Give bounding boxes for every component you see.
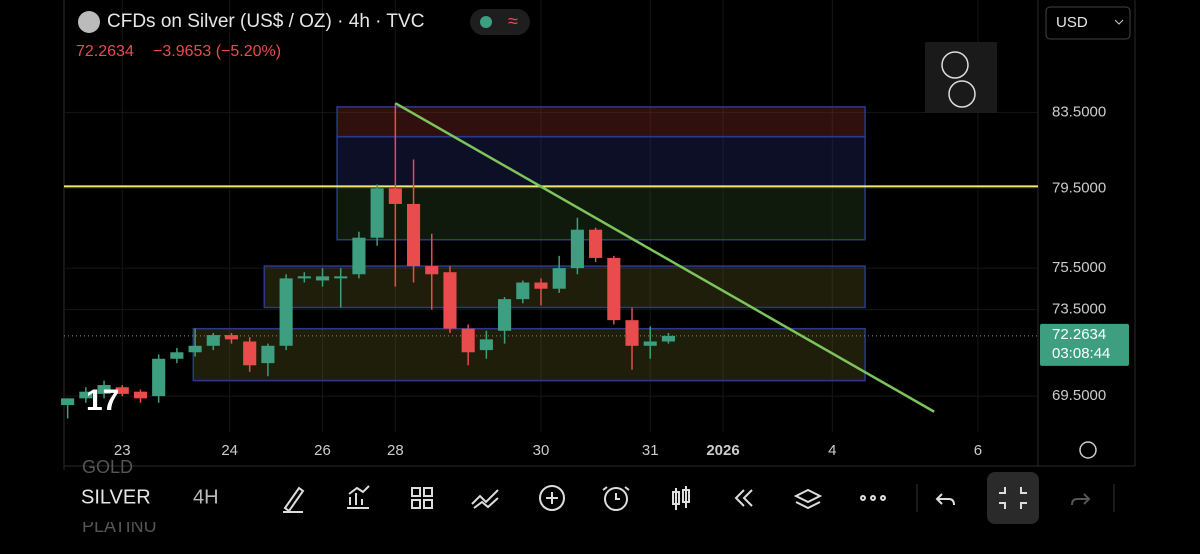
currency-select[interactable] — [1045, 6, 1131, 40]
price-zone — [192, 327, 866, 382]
symbol-icon — [78, 11, 100, 33]
layers-icon[interactable] — [793, 488, 823, 510]
toolbar-icons — [283, 485, 955, 513]
logo-swirl — [941, 51, 969, 79]
layout-icon[interactable] — [411, 487, 433, 509]
more-icon[interactable] — [860, 495, 866, 501]
plot — [61, 0, 1038, 432]
status-pill[interactable] — [470, 9, 530, 35]
logo-circle — [948, 80, 976, 108]
candle-body — [425, 266, 439, 275]
candle-body — [133, 391, 148, 399]
candle-body — [534, 282, 548, 289]
compare-icon[interactable] — [471, 489, 499, 509]
candle-body — [552, 268, 566, 289]
y-tick-label: 75.5000 — [1052, 259, 1106, 276]
candle-body — [188, 345, 202, 353]
x-tick-label: 31 — [642, 442, 659, 459]
candle-body — [97, 385, 111, 394]
candle-body — [261, 345, 275, 364]
candle-body — [243, 341, 257, 366]
last-price-badge — [1040, 323, 1129, 366]
candle-body — [443, 272, 457, 329]
fullscreen-button[interactable] — [987, 472, 1039, 524]
last-price: 72.2634 — [76, 43, 134, 60]
candle-body — [625, 320, 639, 346]
collapse-icon — [999, 487, 1027, 509]
delay-icon: ≈ — [508, 11, 518, 31]
x-tick-label: 2026 — [706, 442, 739, 459]
candle-body — [643, 341, 657, 346]
chart-type-icon[interactable] — [672, 486, 690, 510]
alert-icon[interactable] — [604, 487, 628, 511]
toolbar — [64, 476, 1135, 522]
candle-body — [406, 203, 421, 267]
dropdown-arrow — [1114, 19, 1124, 25]
x-tick-label: 30 — [533, 442, 550, 459]
tv-watermark: 17 — [86, 384, 119, 417]
candle-body — [479, 339, 493, 351]
candle-body — [607, 257, 621, 321]
candle-body — [170, 352, 184, 359]
currency-label: USD — [1056, 14, 1088, 31]
candle-body — [115, 387, 129, 394]
interval-button[interactable]: 4H — [193, 486, 219, 508]
x-tick-label: 6 — [974, 442, 982, 459]
x-tick-label: 24 — [221, 442, 238, 459]
candle-body — [152, 358, 166, 397]
candle-body — [661, 335, 675, 342]
candle-body — [297, 276, 311, 279]
replay-icon[interactable] — [734, 489, 753, 507]
candle-body — [206, 335, 220, 346]
candle-body — [388, 188, 402, 204]
candle-body — [79, 391, 93, 399]
trendline — [394, 102, 935, 413]
y-tick-label: 83.5000 — [1052, 103, 1106, 120]
draw-icon[interactable] — [283, 486, 305, 513]
y-tick-label: 69.5000 — [1052, 387, 1106, 404]
price-change: −3.9653 (−5.20%) — [153, 43, 281, 60]
price-zone — [336, 135, 866, 188]
chart-title: CFDs on Silver (US$ / OZ) · 4h · TVC — [107, 11, 424, 32]
redo-icon[interactable] — [1071, 493, 1091, 506]
y-tick-label: 79.5000 — [1052, 179, 1106, 196]
candle-body — [61, 398, 75, 406]
x-tick-label: 23 — [114, 442, 131, 459]
indicators-icon[interactable] — [347, 485, 370, 509]
candle-body — [570, 229, 584, 269]
market-open-dot — [480, 16, 492, 28]
add-icon[interactable] — [539, 485, 565, 511]
candle-body — [315, 276, 330, 281]
candle-body — [352, 237, 366, 275]
candle-body — [589, 229, 603, 258]
candle-body — [498, 299, 512, 331]
y-tick-label: 73.5000 — [1052, 301, 1106, 318]
countdown-label: 03:08:44 — [1052, 345, 1110, 362]
last-price-label: 72.2634 — [1052, 326, 1106, 343]
candle-body — [370, 188, 384, 238]
symbol-button[interactable]: SILVER — [81, 486, 151, 508]
candle-body — [334, 276, 348, 279]
x-tick-label: 26 — [314, 442, 331, 459]
candle-body — [461, 328, 475, 353]
x-tick-label: 28 — [387, 442, 404, 459]
price-zone — [336, 106, 866, 138]
candle-body — [279, 278, 293, 346]
x-tick-label: 4 — [828, 442, 836, 459]
undo-icon[interactable] — [935, 493, 955, 506]
settings-icon[interactable] — [1079, 441, 1097, 459]
candle-body — [224, 335, 239, 340]
symbol-above[interactable]: GOLD — [82, 457, 133, 477]
candle-body — [516, 282, 530, 300]
